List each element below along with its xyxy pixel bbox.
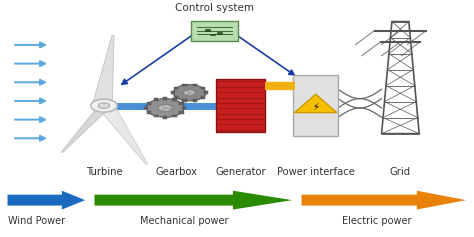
Bar — [201, 87, 205, 89]
Bar — [182, 107, 186, 109]
Circle shape — [183, 90, 196, 96]
Bar — [182, 99, 187, 102]
Circle shape — [146, 99, 184, 117]
Bar — [174, 96, 178, 99]
Bar — [179, 111, 183, 114]
Polygon shape — [294, 94, 337, 113]
Bar — [173, 98, 177, 101]
Text: Generator: Generator — [215, 168, 266, 178]
Bar — [205, 29, 210, 31]
Text: Mechanical power: Mechanical power — [140, 216, 228, 226]
Bar — [147, 102, 151, 105]
Polygon shape — [61, 105, 110, 152]
Bar — [192, 84, 197, 87]
Text: Control system: Control system — [175, 3, 254, 13]
Bar — [192, 99, 197, 102]
Text: Turbine: Turbine — [86, 168, 122, 178]
Text: Gearbox: Gearbox — [156, 168, 198, 178]
Bar — [179, 102, 183, 105]
FancyBboxPatch shape — [216, 79, 265, 132]
Bar — [144, 107, 148, 109]
Circle shape — [91, 99, 117, 112]
Text: Electric power: Electric power — [342, 216, 411, 226]
Polygon shape — [97, 104, 147, 164]
Circle shape — [173, 85, 206, 101]
Bar — [174, 87, 178, 89]
FancyBboxPatch shape — [191, 21, 237, 41]
Bar — [210, 33, 215, 35]
Bar — [204, 91, 208, 94]
Text: Power interface: Power interface — [277, 168, 355, 178]
Polygon shape — [301, 191, 466, 210]
Polygon shape — [94, 191, 292, 210]
Polygon shape — [8, 191, 85, 210]
Bar — [154, 115, 158, 118]
Bar — [217, 32, 221, 34]
Circle shape — [98, 103, 109, 108]
FancyBboxPatch shape — [293, 75, 338, 136]
Bar — [154, 98, 158, 101]
Bar — [182, 84, 187, 87]
Polygon shape — [92, 36, 114, 106]
Bar — [163, 97, 167, 100]
Bar — [163, 116, 167, 119]
Circle shape — [158, 105, 172, 111]
Text: ⚡: ⚡ — [312, 102, 319, 112]
Text: Grid: Grid — [390, 168, 411, 178]
Text: Wind Power: Wind Power — [8, 216, 65, 226]
Bar — [201, 96, 205, 99]
Bar — [173, 115, 177, 118]
Bar — [147, 111, 151, 114]
Bar — [171, 91, 175, 94]
